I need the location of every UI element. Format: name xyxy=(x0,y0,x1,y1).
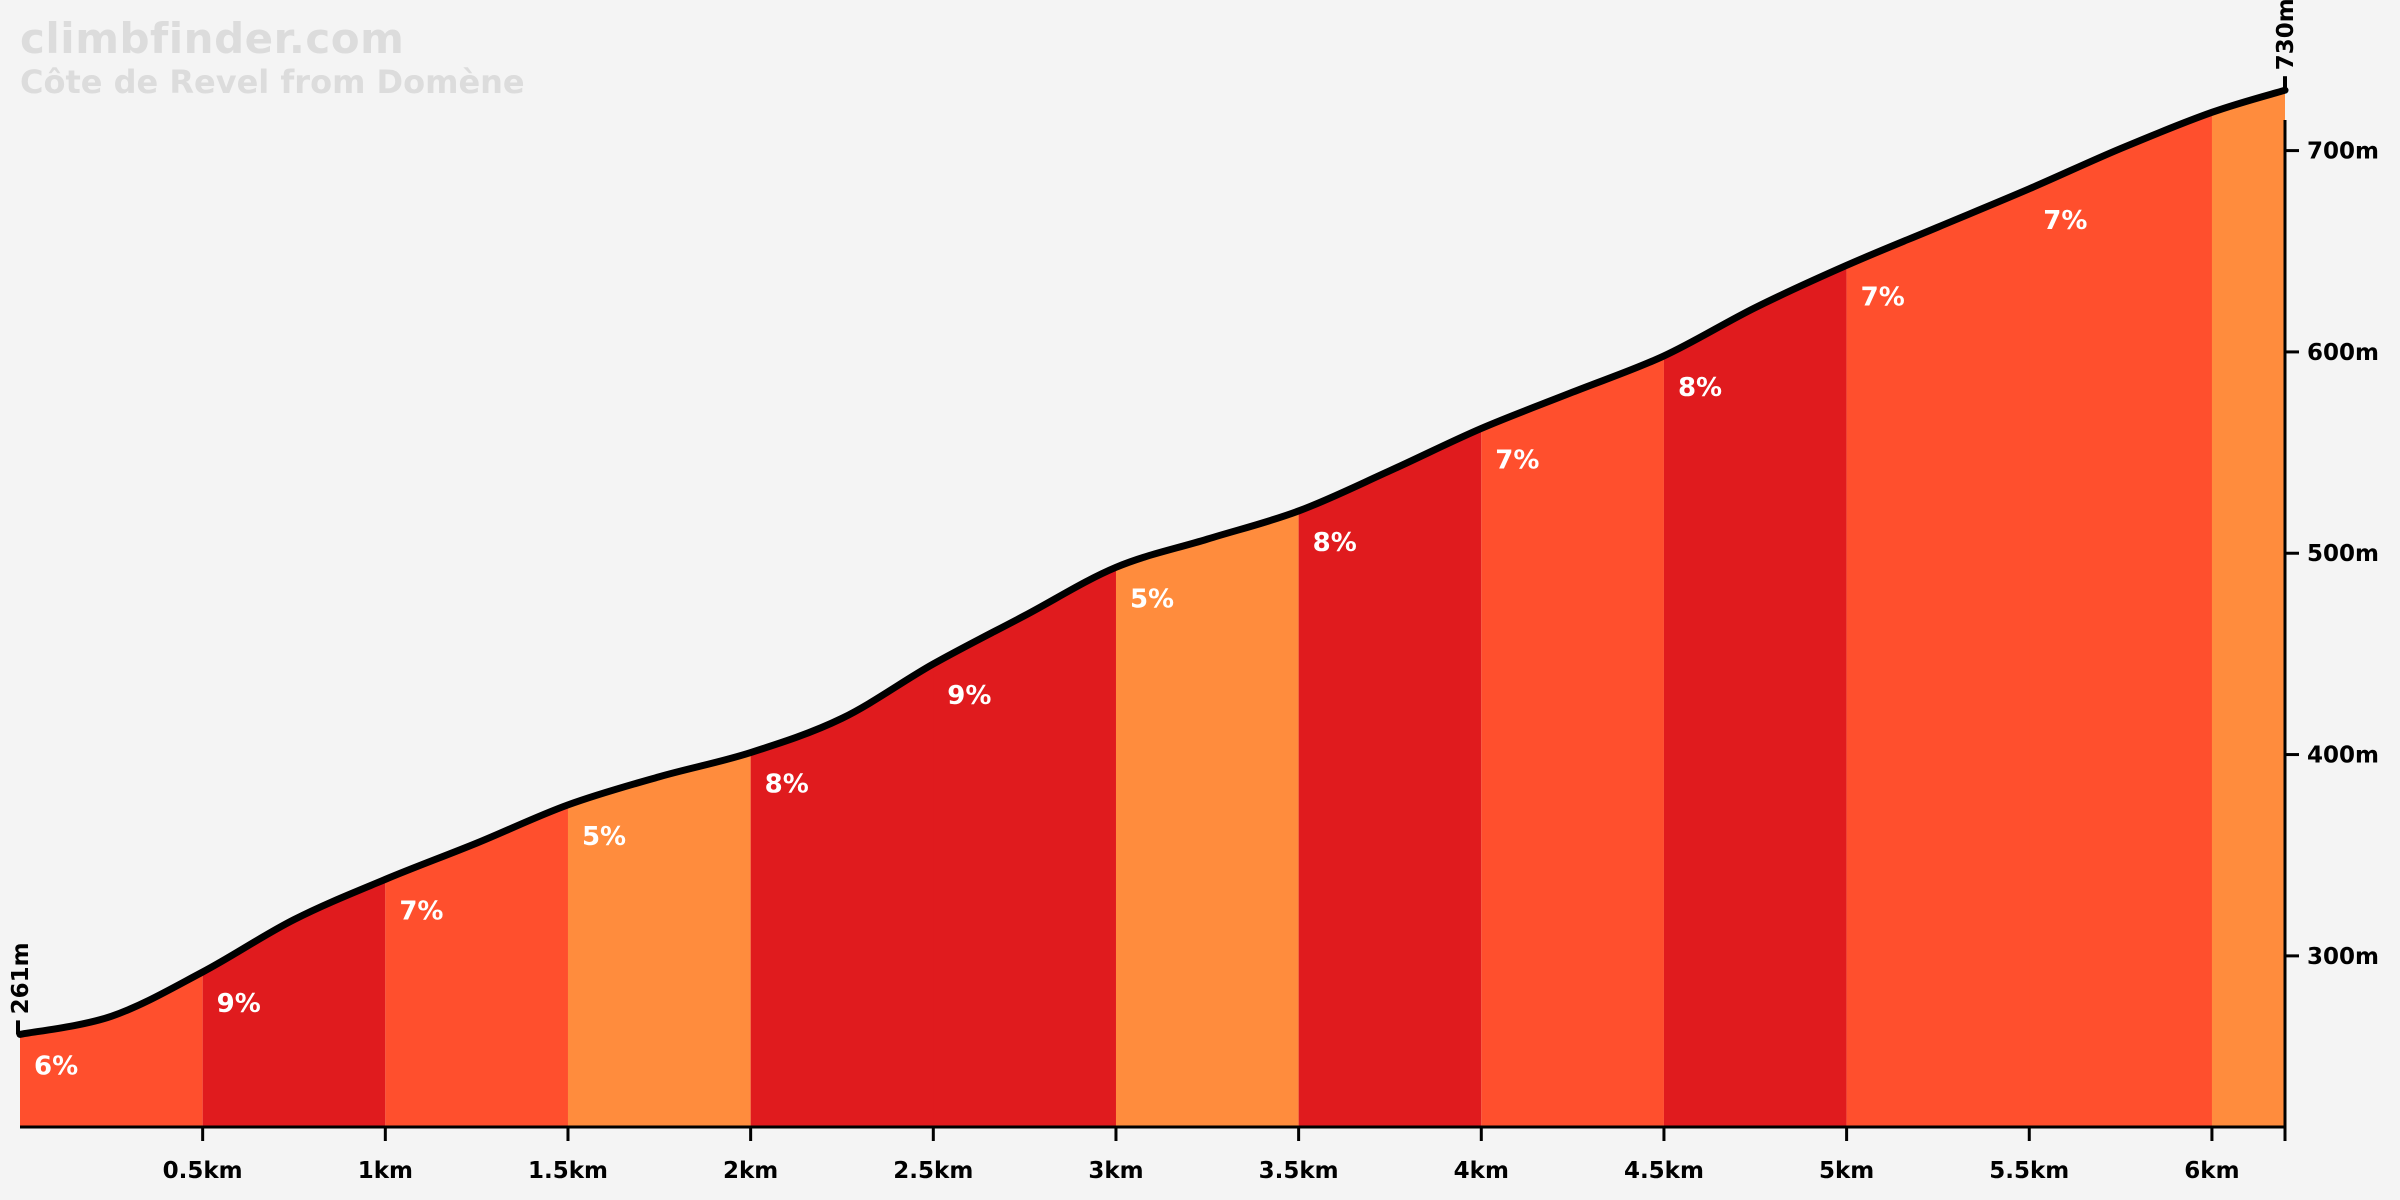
grade-label: 7% xyxy=(399,896,443,926)
grade-segment xyxy=(2211,90,2285,1127)
y-tick-label: 600m xyxy=(2307,340,2379,366)
x-tick-label: 3.5km xyxy=(1259,1158,1339,1184)
grade-segment xyxy=(1663,90,1847,1127)
start-elevation-label: 261m xyxy=(8,942,34,1014)
grade-segment xyxy=(2029,90,2212,1127)
climb-title: Côte de Revel from Domène xyxy=(20,63,525,101)
grade-segment xyxy=(385,90,568,1127)
y-tick-label: 300m xyxy=(2307,944,2379,970)
grade-label: 5% xyxy=(582,822,626,852)
elevation-line xyxy=(16,86,2289,1038)
grade-segment xyxy=(1481,90,1664,1127)
grade-segment xyxy=(202,90,386,1127)
grade-label: 7% xyxy=(1861,282,1905,312)
x-tick-label: 4km xyxy=(1454,1158,1509,1184)
grade-label: 9% xyxy=(217,989,261,1019)
grade-label: 6% xyxy=(34,1051,78,1081)
x-tick-label: 5.5km xyxy=(1989,1158,2069,1184)
x-tick-label: 5km xyxy=(1819,1158,1874,1184)
x-tick-label: 2.5km xyxy=(893,1158,973,1184)
y-tick-label: 700m xyxy=(2307,139,2379,165)
grade-segment xyxy=(20,90,203,1127)
grade-segment xyxy=(567,90,751,1127)
x-tick-label: 1.5km xyxy=(528,1158,608,1184)
grade-label: 9% xyxy=(947,681,991,711)
grade-label: 8% xyxy=(1313,528,1357,558)
grade-labels: 6% 9% 7% 5% 8% 9% 5% 8% 7% 8% 7% 7% xyxy=(34,206,2087,1082)
grade-label: 7% xyxy=(1495,445,1539,475)
x-tick-label: 4.5km xyxy=(1624,1158,1704,1184)
x-tick-label: 3km xyxy=(1088,1158,1143,1184)
site-name: climbfinder.com xyxy=(20,14,405,63)
x-tick-label: 6km xyxy=(2184,1158,2239,1184)
grade-label: 8% xyxy=(765,770,809,800)
x-tick-label: 1km xyxy=(358,1158,413,1184)
grade-label: 7% xyxy=(2043,206,2087,236)
end-elevation-label: 730m xyxy=(2273,0,2299,70)
y-tick-label: 400m xyxy=(2307,743,2379,769)
grade-segment xyxy=(1298,90,1482,1127)
axes: 0.5km 1km 1.5km 2km 2.5km 3km 3.5km 4km 4.5km 5km… xyxy=(8,0,2379,1184)
grade-label: 5% xyxy=(1130,584,1174,614)
grade-label: 8% xyxy=(1678,373,1722,403)
x-tick-label: 2km xyxy=(723,1158,778,1184)
y-tick-label: 500m xyxy=(2307,541,2379,567)
brand-watermark: climbfinder.com Côte de Revel from Domèn… xyxy=(20,14,525,101)
x-tick-label: 0.5km xyxy=(163,1158,243,1184)
